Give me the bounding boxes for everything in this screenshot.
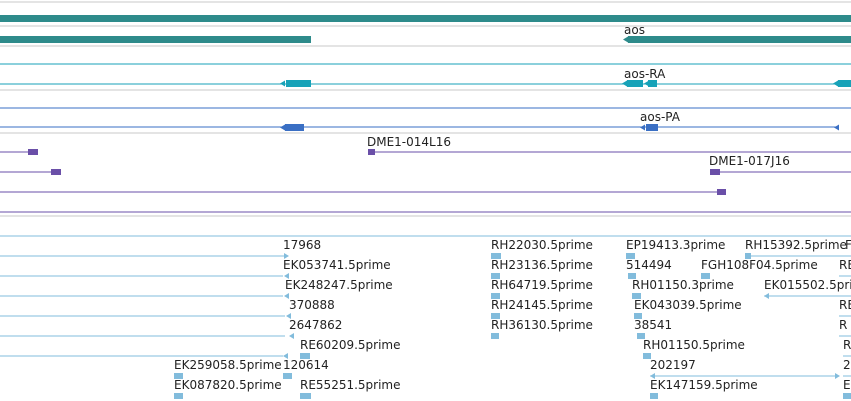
est-arrow[interactable]: [286, 313, 291, 319]
est-label[interactable]: RH24145.5prime: [491, 298, 593, 312]
est-label[interactable]: RE: [839, 258, 851, 272]
est-label[interactable]: EK053741.5prime: [283, 258, 391, 272]
clone-end[interactable]: [368, 149, 375, 155]
clone-end[interactable]: [51, 169, 61, 175]
est-label[interactable]: RH01150.3prime: [632, 278, 734, 292]
est-label[interactable]: EK043039.5prime: [634, 298, 742, 312]
strand-arrow[interactable]: [622, 80, 627, 87]
est-label[interactable]: RE55251.5prime: [300, 378, 401, 392]
gene-feature[interactable]: [0, 15, 851, 22]
est-segment[interactable]: [701, 273, 710, 279]
est-label[interactable]: RE60209.5prime: [300, 338, 401, 352]
est-label[interactable]: EK248247.5prime: [285, 278, 393, 292]
est-segment[interactable]: [626, 253, 635, 259]
est-label[interactable]: FGH108F04.5prime: [701, 258, 818, 272]
gene-label[interactable]: aos: [624, 23, 645, 37]
est-arrow[interactable]: [284, 253, 289, 259]
est-label[interactable]: RH22030.5prime: [491, 238, 593, 252]
est-label[interactable]: F: [845, 238, 851, 252]
transcript-exon[interactable]: [648, 80, 657, 87]
est-segment[interactable]: [628, 273, 636, 279]
est-label[interactable]: R: [843, 338, 851, 352]
est-segment[interactable]: [634, 313, 642, 319]
strand-arrow[interactable]: [623, 36, 628, 43]
strand-arrow[interactable]: [280, 80, 285, 87]
est-label[interactable]: 2647862: [289, 318, 343, 332]
est-label[interactable]: 202197: [650, 358, 696, 372]
transcript-exon[interactable]: [286, 80, 311, 87]
est-label[interactable]: RH64719.5prime: [491, 278, 593, 292]
est-segment[interactable]: [283, 373, 292, 379]
est-label[interactable]: 370888: [289, 298, 335, 312]
clone-end[interactable]: [28, 149, 38, 155]
gene-feature[interactable]: [628, 36, 851, 43]
est-label[interactable]: EK147159.5prime: [650, 378, 758, 392]
est-segment[interactable]: [491, 273, 500, 279]
est-segment[interactable]: [650, 393, 658, 399]
clone-end[interactable]: [717, 189, 726, 195]
strand-arrow[interactable]: [280, 124, 285, 131]
est-label[interactable]: R: [839, 318, 848, 332]
transcript-label[interactable]: aos-RA: [624, 67, 666, 81]
est-label[interactable]: RE: [839, 298, 851, 312]
clone-label[interactable]: DME1-014L16: [367, 135, 451, 149]
est-label[interactable]: EK259058.5prime: [174, 358, 282, 372]
est-label[interactable]: RH23136.5prime: [491, 258, 593, 272]
est-segment[interactable]: [174, 373, 183, 379]
est-segment[interactable]: [843, 393, 851, 399]
est-arrow[interactable]: [284, 293, 289, 299]
est-label[interactable]: EK015502.5prime: [764, 278, 851, 292]
transcript-exon[interactable]: [627, 80, 643, 87]
protein-label[interactable]: aos-PA: [640, 110, 680, 124]
est-label[interactable]: 38541: [634, 318, 673, 332]
est-label[interactable]: EK087820.5prime: [174, 378, 282, 392]
est-arrow[interactable]: [283, 353, 288, 359]
est-label[interactable]: RH15392.5prime: [745, 238, 847, 252]
est-segment[interactable]: [632, 293, 641, 299]
est-arrow[interactable]: [650, 373, 655, 379]
est-segment[interactable]: [491, 253, 501, 259]
strand-arrow[interactable]: [640, 124, 645, 131]
est-arrow[interactable]: [289, 333, 294, 339]
est-segment[interactable]: [300, 353, 310, 359]
transcript-exon[interactable]: [838, 80, 851, 87]
clone-label[interactable]: DME1-017J16: [709, 154, 790, 168]
strand-arrow[interactable]: [644, 80, 649, 87]
est-label[interactable]: EP19413.3prime: [626, 238, 726, 252]
est-arrow[interactable]: [764, 293, 769, 299]
est-segment[interactable]: [637, 333, 645, 339]
est-arrow[interactable]: [835, 373, 840, 379]
est-segment[interactable]: [491, 293, 500, 299]
protein-segment[interactable]: [285, 124, 304, 131]
est-label[interactable]: 2: [843, 358, 851, 372]
est-segment[interactable]: [491, 313, 500, 319]
est-label[interactable]: RH36130.5prime: [491, 318, 593, 332]
clone-end[interactable]: [710, 169, 720, 175]
est-label[interactable]: 17968: [283, 238, 322, 252]
est-segment[interactable]: [745, 253, 751, 259]
strand-arrow[interactable]: [833, 80, 838, 87]
strand-arrow[interactable]: [834, 124, 839, 131]
est-label[interactable]: 514494: [626, 258, 672, 272]
est-segment[interactable]: [300, 393, 311, 399]
est-segment[interactable]: [643, 353, 651, 359]
est-label[interactable]: E: [843, 378, 851, 392]
gene-feature[interactable]: [0, 36, 311, 43]
est-label[interactable]: 120614: [283, 358, 329, 372]
est-arrow[interactable]: [284, 273, 289, 279]
est-segment[interactable]: [491, 333, 499, 339]
protein-segment[interactable]: [646, 124, 658, 131]
est-segment[interactable]: [174, 393, 183, 399]
est-label[interactable]: RH01150.5prime: [643, 338, 745, 352]
